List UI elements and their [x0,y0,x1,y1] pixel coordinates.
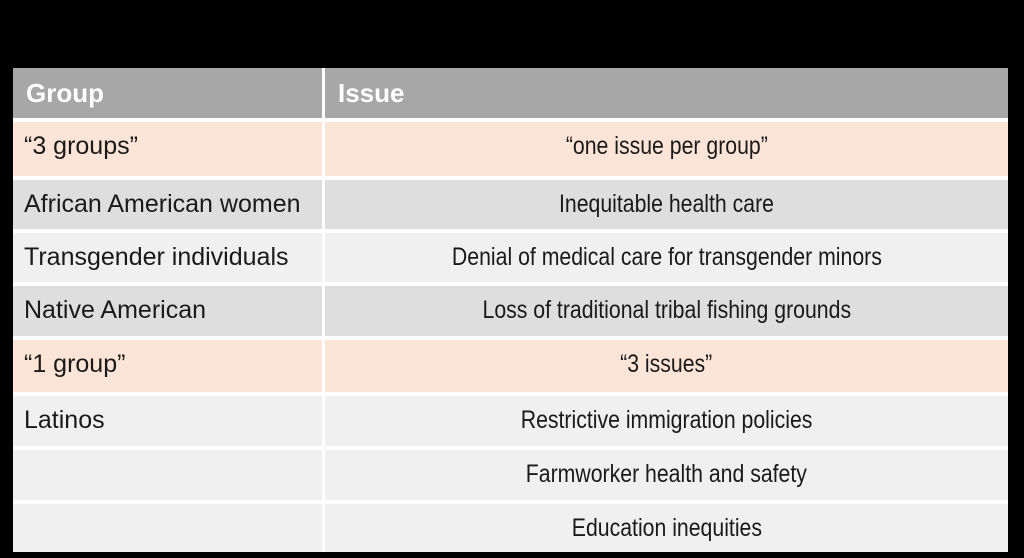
group-cell: Latinos [13,396,322,446]
group-cell: Transgender individuals [13,233,322,282]
issue-text: “3 issues” [620,350,713,378]
issue-text: Restrictive immigration policies [520,406,813,434]
issue-cell: Farmworker health and safety [325,450,1008,500]
group-cell: Native American [13,286,322,336]
group-cell: “3 groups” [13,122,322,176]
issue-cell: Education inequities [325,504,1008,552]
issue-cell: “3 issues” [325,340,1008,392]
issue-cell: Restrictive immigration policies [325,396,1008,446]
column-header-issue: Issue [325,68,1008,118]
issue-cell: Inequitable health care [325,180,1008,229]
group-cell: “1 group” [13,340,322,392]
issue-text: Inequitable health care [558,190,775,218]
group-issue-table: Group Issue “3 groups” “one issue per gro… [13,68,1008,552]
issue-text: “one issue per group” [565,132,768,160]
group-cell [13,450,322,500]
issue-text: Denial of medical care for transgender m… [451,243,882,271]
column-header-group: Group [13,68,322,118]
issue-text: Loss of traditional tribal fishing groun… [482,296,851,324]
issue-text: Farmworker health and safety [525,460,808,488]
issue-cell: Denial of medical care for transgender m… [325,233,1008,282]
issue-cell: “one issue per group” [325,122,1008,176]
group-cell: African American women [13,180,322,229]
issue-cell: Loss of traditional tribal fishing groun… [325,286,1008,336]
issue-text: Education inequities [571,514,762,542]
group-cell [13,504,322,552]
